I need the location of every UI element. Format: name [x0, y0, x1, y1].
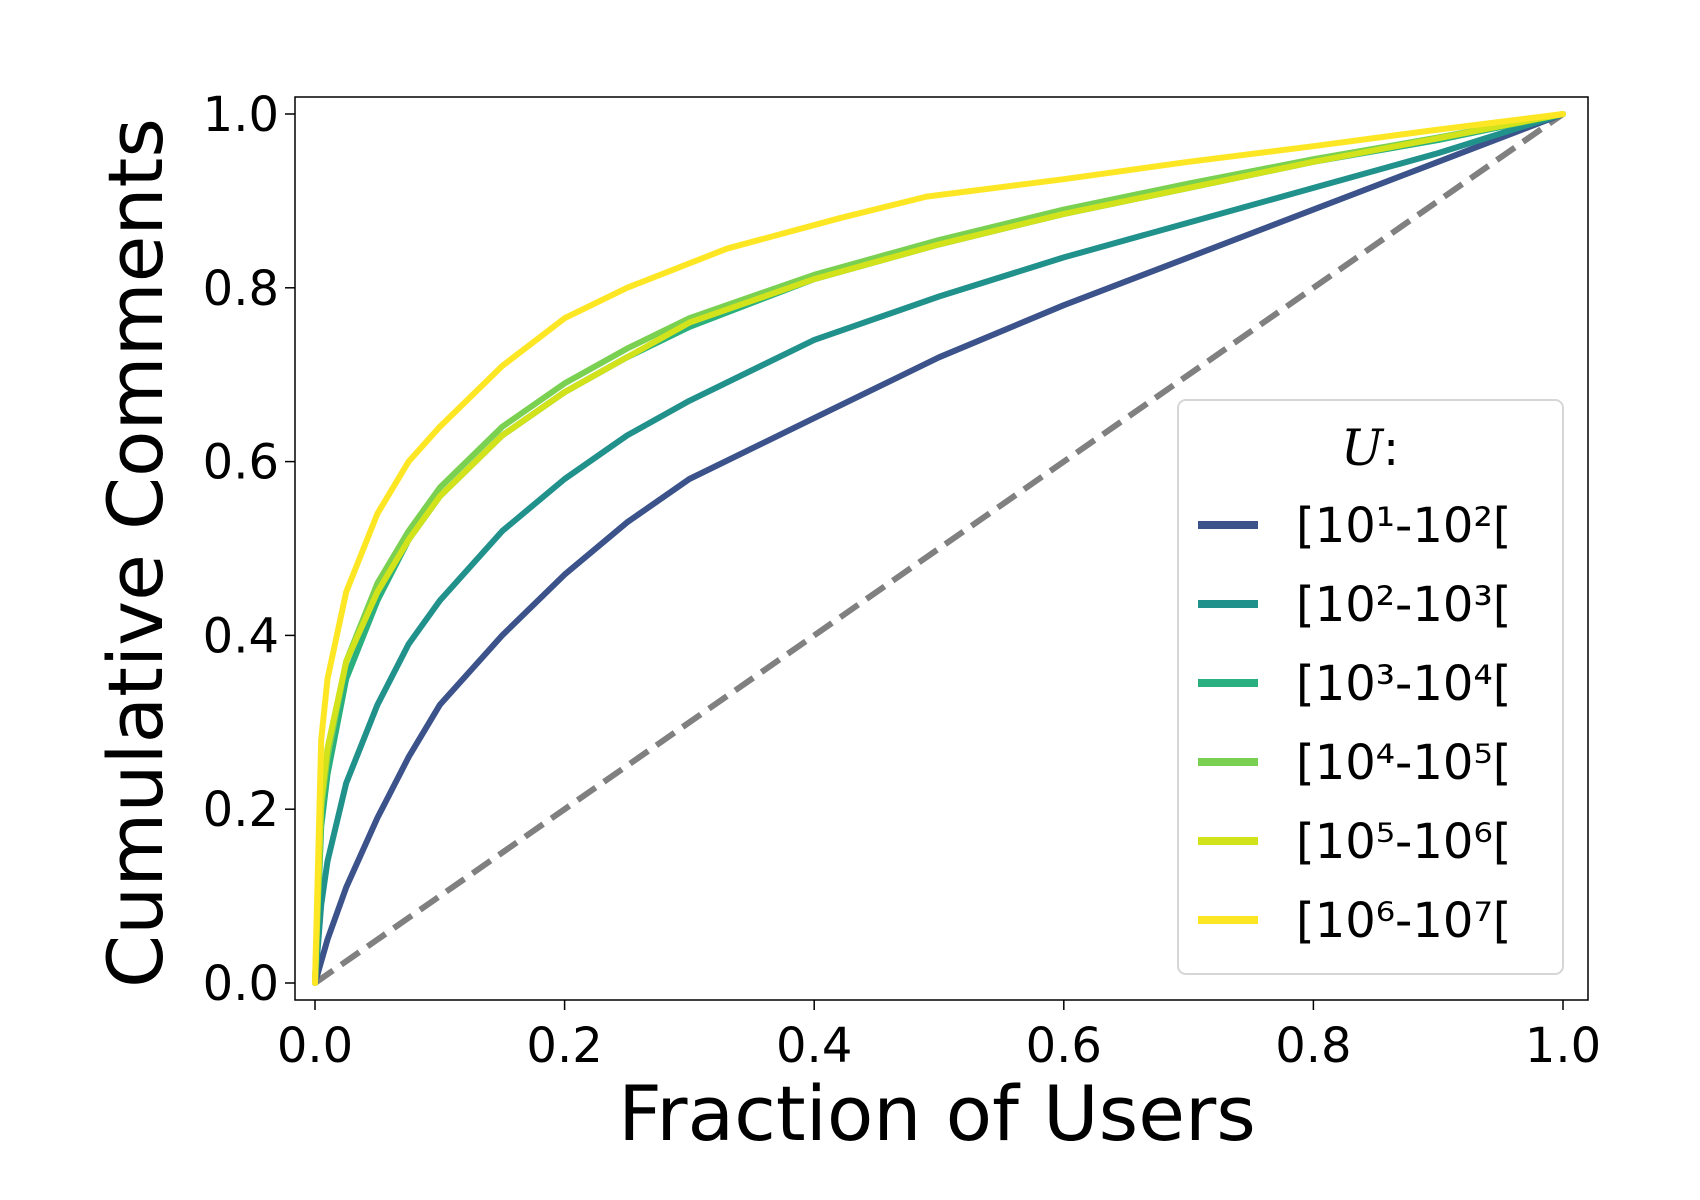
x-axis: 0.0 0.2 0.4 0.6 0.8 1.0 — [277, 1000, 1601, 1074]
legend-box — [1177, 399, 1564, 975]
series-line-6 — [312, 111, 1566, 986]
x-tick-label: 0.4 — [776, 1018, 852, 1074]
x-tick-label: 0.8 — [1275, 1018, 1351, 1074]
series-line-1 — [312, 111, 1566, 986]
reference-diagonal-line — [313, 111, 1565, 986]
x-tick-label: 0.0 — [277, 1018, 353, 1074]
y-tick-label: 0.6 — [203, 435, 279, 491]
x-tick-label: 0.6 — [1026, 1018, 1102, 1074]
y-tick-label: 1.0 — [203, 87, 279, 143]
legend: U: [10¹-10²[ [10²-10³[ [10³-10⁴[ [10⁴-10⁵[ [1… — [1177, 399, 1564, 975]
legend-label-3: [10³-10⁴[ — [1296, 656, 1511, 712]
series-line-5 — [312, 111, 1566, 986]
x-axis-label: Fraction of Users — [618, 1069, 1256, 1158]
legend-label-6: [10⁶-10⁷[ — [1296, 893, 1511, 949]
legend-label-2: [10²-10³[ — [1296, 577, 1511, 633]
legend-label-5: [10⁵-10⁶[ — [1296, 814, 1511, 870]
y-axis: 0.0 0.2 0.4 0.6 0.8 1.0 — [203, 87, 295, 1012]
legend-label-1: [10¹-10²[ — [1296, 498, 1511, 554]
x-tick-label: 0.2 — [526, 1018, 602, 1074]
y-tick-label: 0.0 — [203, 956, 279, 1012]
y-tick-label: 0.2 — [203, 782, 279, 838]
y-axis-label: Cumulative Comments — [91, 118, 180, 988]
plot-area — [294, 96, 1589, 1001]
y-tick-label: 0.4 — [203, 608, 279, 664]
legend-label-4: [10⁴-10⁵[ — [1296, 735, 1511, 791]
y-tick-label: 0.8 — [203, 261, 279, 317]
plot-frame — [294, 96, 1589, 1001]
x-tick-label: 1.0 — [1525, 1018, 1601, 1074]
series-line-2 — [312, 111, 1566, 986]
legend-title: U: — [1341, 419, 1399, 477]
